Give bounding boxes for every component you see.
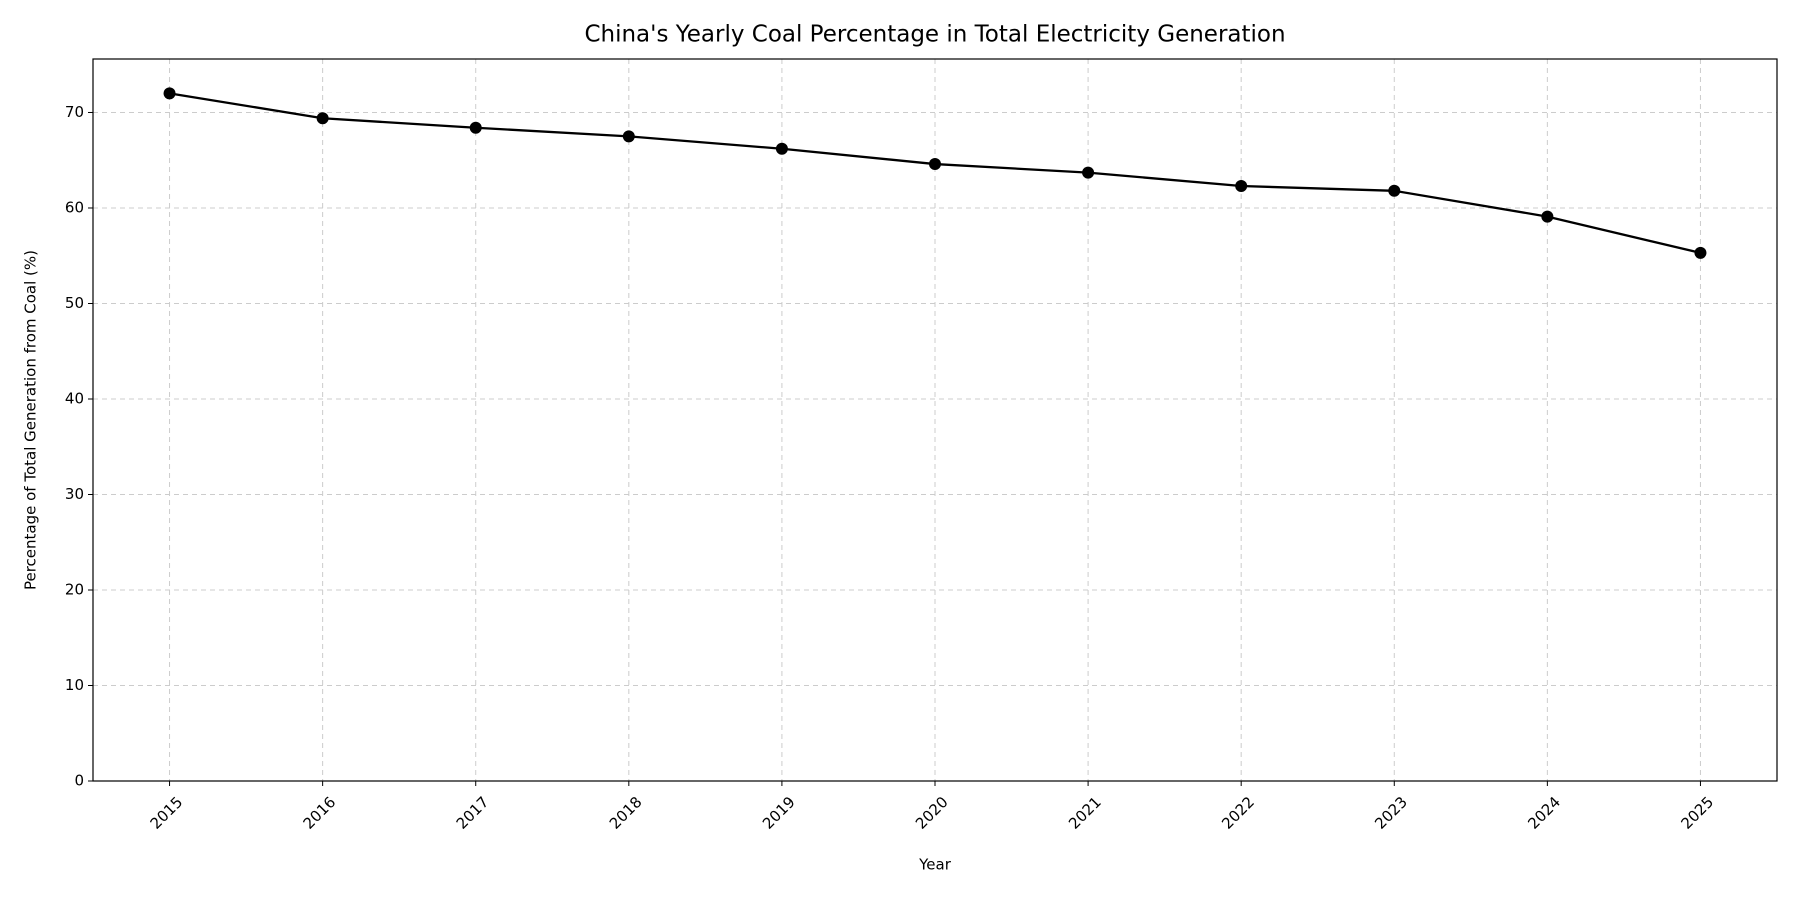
x-tick-label: 2023 bbox=[1371, 793, 1411, 833]
data-point bbox=[1388, 184, 1401, 197]
chart-title: China's Yearly Coal Percentage in Total … bbox=[584, 22, 1285, 48]
x-tick-label: 2022 bbox=[1218, 793, 1258, 833]
x-tick-label: 2019 bbox=[759, 793, 799, 833]
y-tick-label: 60 bbox=[65, 198, 84, 216]
data-point bbox=[622, 130, 635, 143]
y-tick-label: 30 bbox=[65, 485, 84, 503]
y-tick-label: 70 bbox=[65, 103, 84, 121]
x-tick-label: 2016 bbox=[300, 793, 340, 833]
x-tick-label: 2018 bbox=[606, 793, 646, 833]
plot-frame bbox=[92, 58, 1778, 782]
y-tick-label: 50 bbox=[65, 294, 84, 312]
x-tick-label: 2020 bbox=[912, 793, 952, 833]
y-axis-label: Percentage of Total Generation from Coal… bbox=[22, 250, 40, 590]
y-tick-label: 20 bbox=[65, 580, 84, 598]
y-tick-label: 40 bbox=[65, 389, 84, 407]
y-tick-label: 10 bbox=[65, 676, 84, 694]
x-tick-label: 2024 bbox=[1524, 793, 1564, 833]
data-point bbox=[1541, 210, 1554, 223]
data-point bbox=[1694, 246, 1707, 259]
x-axis-label: Year bbox=[918, 856, 952, 874]
data-point bbox=[469, 121, 482, 134]
x-tick-label: 2021 bbox=[1065, 793, 1105, 833]
x-tick-label: 2017 bbox=[453, 793, 493, 833]
data-point bbox=[775, 142, 788, 155]
x-tick-label: 2015 bbox=[147, 793, 187, 833]
data-point bbox=[316, 112, 329, 125]
y-tick-label: 0 bbox=[74, 772, 84, 790]
data-point bbox=[929, 158, 941, 171]
data-point bbox=[1235, 180, 1248, 193]
data-point bbox=[1082, 166, 1095, 179]
x-tick-label: 2025 bbox=[1677, 793, 1717, 833]
data-point bbox=[163, 87, 176, 100]
